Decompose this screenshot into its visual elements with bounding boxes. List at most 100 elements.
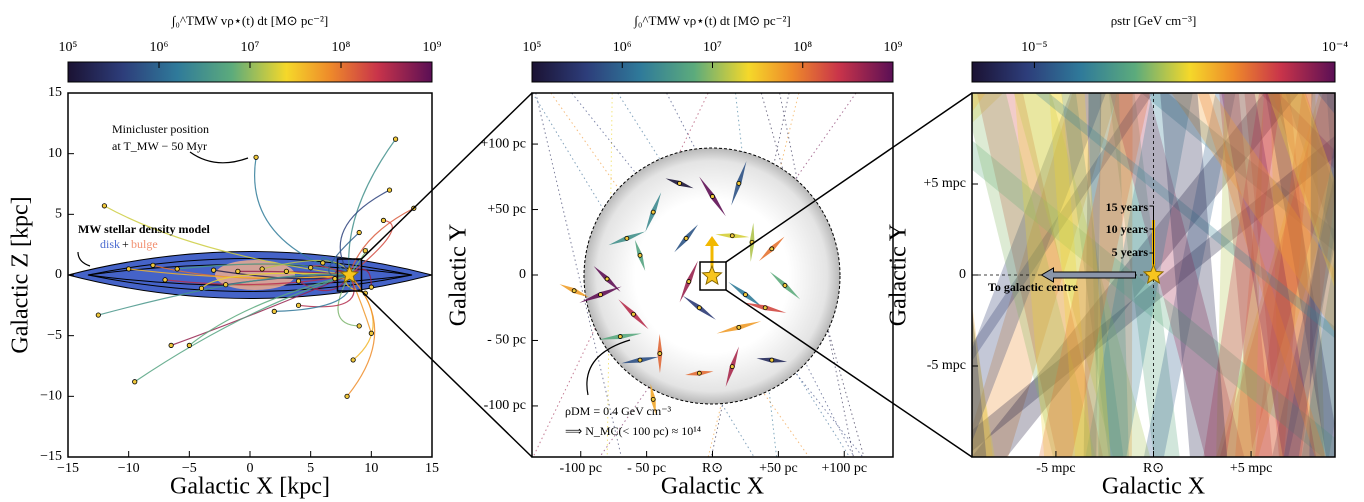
x-axis-label: Galactic X [661,474,764,500]
minicluster-point [363,249,367,253]
minicluster-point [599,293,603,297]
annotation: bulge [131,237,158,251]
minicluster-point [321,261,325,265]
figure: ∫₀^TMW vρ⋆(t) dt [M⊙ pc⁻²] 10⁵ 10⁶ 10⁷ 10⁸ 10… [0,0,1364,502]
minicluster-point [187,343,191,347]
y-tick-label: +100 pc [480,136,526,151]
y-tick-label: 5 [55,207,62,222]
annotation: ρDM = 0.4 GeV cm⁻³ [565,404,672,418]
minicluster-point [605,277,609,281]
minicluster-point [308,266,312,270]
annotation: 10 years [1106,222,1149,236]
minicluster-point [770,247,774,251]
minicluster-point [618,335,622,339]
minicluster-point [770,358,774,362]
minicluster-point [783,283,787,287]
stream-band [1351,93,1364,457]
minicluster-point [743,293,747,297]
y-tick-label: −5 [47,328,62,343]
y-tick-label: −10 [40,389,62,404]
minicluster-point [393,137,397,141]
minicluster-point [658,352,662,356]
colorbar-tick-label: 10⁵ [59,40,78,55]
colorbar-tick-label: 10⁸ [332,40,351,55]
minicluster-point [369,285,373,289]
x-tick-label: +50 pc [759,461,798,476]
minicluster-point [737,181,741,185]
y-tick-label: −15 [40,449,62,464]
minicluster-point [711,194,715,198]
minicluster-point [296,279,300,283]
minicluster-point [763,306,767,310]
minicluster-point [651,397,655,401]
annotation: MW stellar density model [78,222,211,236]
minicluster-point [387,188,391,192]
annotation: 5 years [1112,245,1149,259]
minicluster-point [133,380,137,384]
y-axis-label: Galactic Z [kpc] [8,196,34,353]
minicluster-point [638,358,642,362]
minicluster-point [651,210,655,214]
y-axis-label: Galactic Y [886,224,912,326]
stream-band [1352,93,1364,457]
minicluster-point [625,236,629,240]
plot-area [532,93,893,457]
minicluster-point [345,394,349,398]
minicluster-point [572,289,576,293]
colorbar-tick-label: 10⁶ [613,40,632,55]
stream-band [1357,93,1364,457]
x-tick-label: 15 [425,461,439,476]
y-tick-label: -100 pc [484,398,526,413]
y-tick-label: 0 [519,267,526,282]
minicluster-point [697,371,701,375]
y-tick-label: +50 pc [487,202,526,217]
x-axis-label: Galactic X [kpc] [170,474,330,500]
minicluster-point [357,230,361,234]
colorbar-label: ∫₀^TMW vρ⋆(t) dt [M⊙ pc⁻²] [633,13,790,29]
colorbar-tick-label: 10⁹ [884,40,903,55]
y-tick-label: 15 [48,85,62,100]
colorbar [972,62,1335,82]
x-axis-label: Galactic X [1102,474,1205,500]
colorbar-tick-label: 10⁻⁵ [1021,40,1047,55]
x-tick-label: −10 [118,461,140,476]
x-tick-label: +5 mpc [1230,461,1273,476]
y-tick-label: -5 mpc [927,358,966,373]
minicluster-point [163,278,167,282]
annotation: disk [100,237,120,251]
colorbar-tick-label: 10⁷ [241,40,260,55]
minicluster-point [296,303,300,307]
minicluster-point [730,365,734,369]
minicluster-point [697,306,701,310]
minicluster-point [284,269,288,273]
minicluster-point [260,267,264,271]
minicluster-point [175,267,179,271]
y-tick-label: 0 [55,267,62,282]
minicluster-point [236,269,240,273]
colorbar-tick-label: 10⁹ [423,40,442,55]
minicluster-point [333,276,337,280]
minicluster-point [369,331,373,335]
minicluster-point [96,313,100,317]
x-tick-label: -100 pc [560,461,602,476]
minicluster-point [272,309,276,313]
colorbar-tick-label: 10⁻⁴ [1322,40,1348,55]
minicluster-point [224,283,228,287]
y-tick-label: 0 [959,267,966,282]
minicluster-point [357,324,361,328]
minicluster-point [351,358,355,362]
minicluster-point [151,263,155,267]
annotation: + [122,237,129,251]
stream-band [1357,93,1364,457]
x-tick-label: 10 [364,461,378,476]
minicluster-point [638,253,642,257]
minicluster-point [687,280,691,284]
minicluster-point [684,236,688,240]
minicluster-point [126,267,130,271]
minicluster-point [737,325,741,329]
colorbar-tick-label: 10⁵ [523,40,542,55]
y-tick-label: - 50 pc [487,333,526,348]
annotation: at T_MW − 50 Myr [112,139,207,153]
minicluster-point [631,312,635,316]
x-tick-label: +100 pc [821,461,867,476]
